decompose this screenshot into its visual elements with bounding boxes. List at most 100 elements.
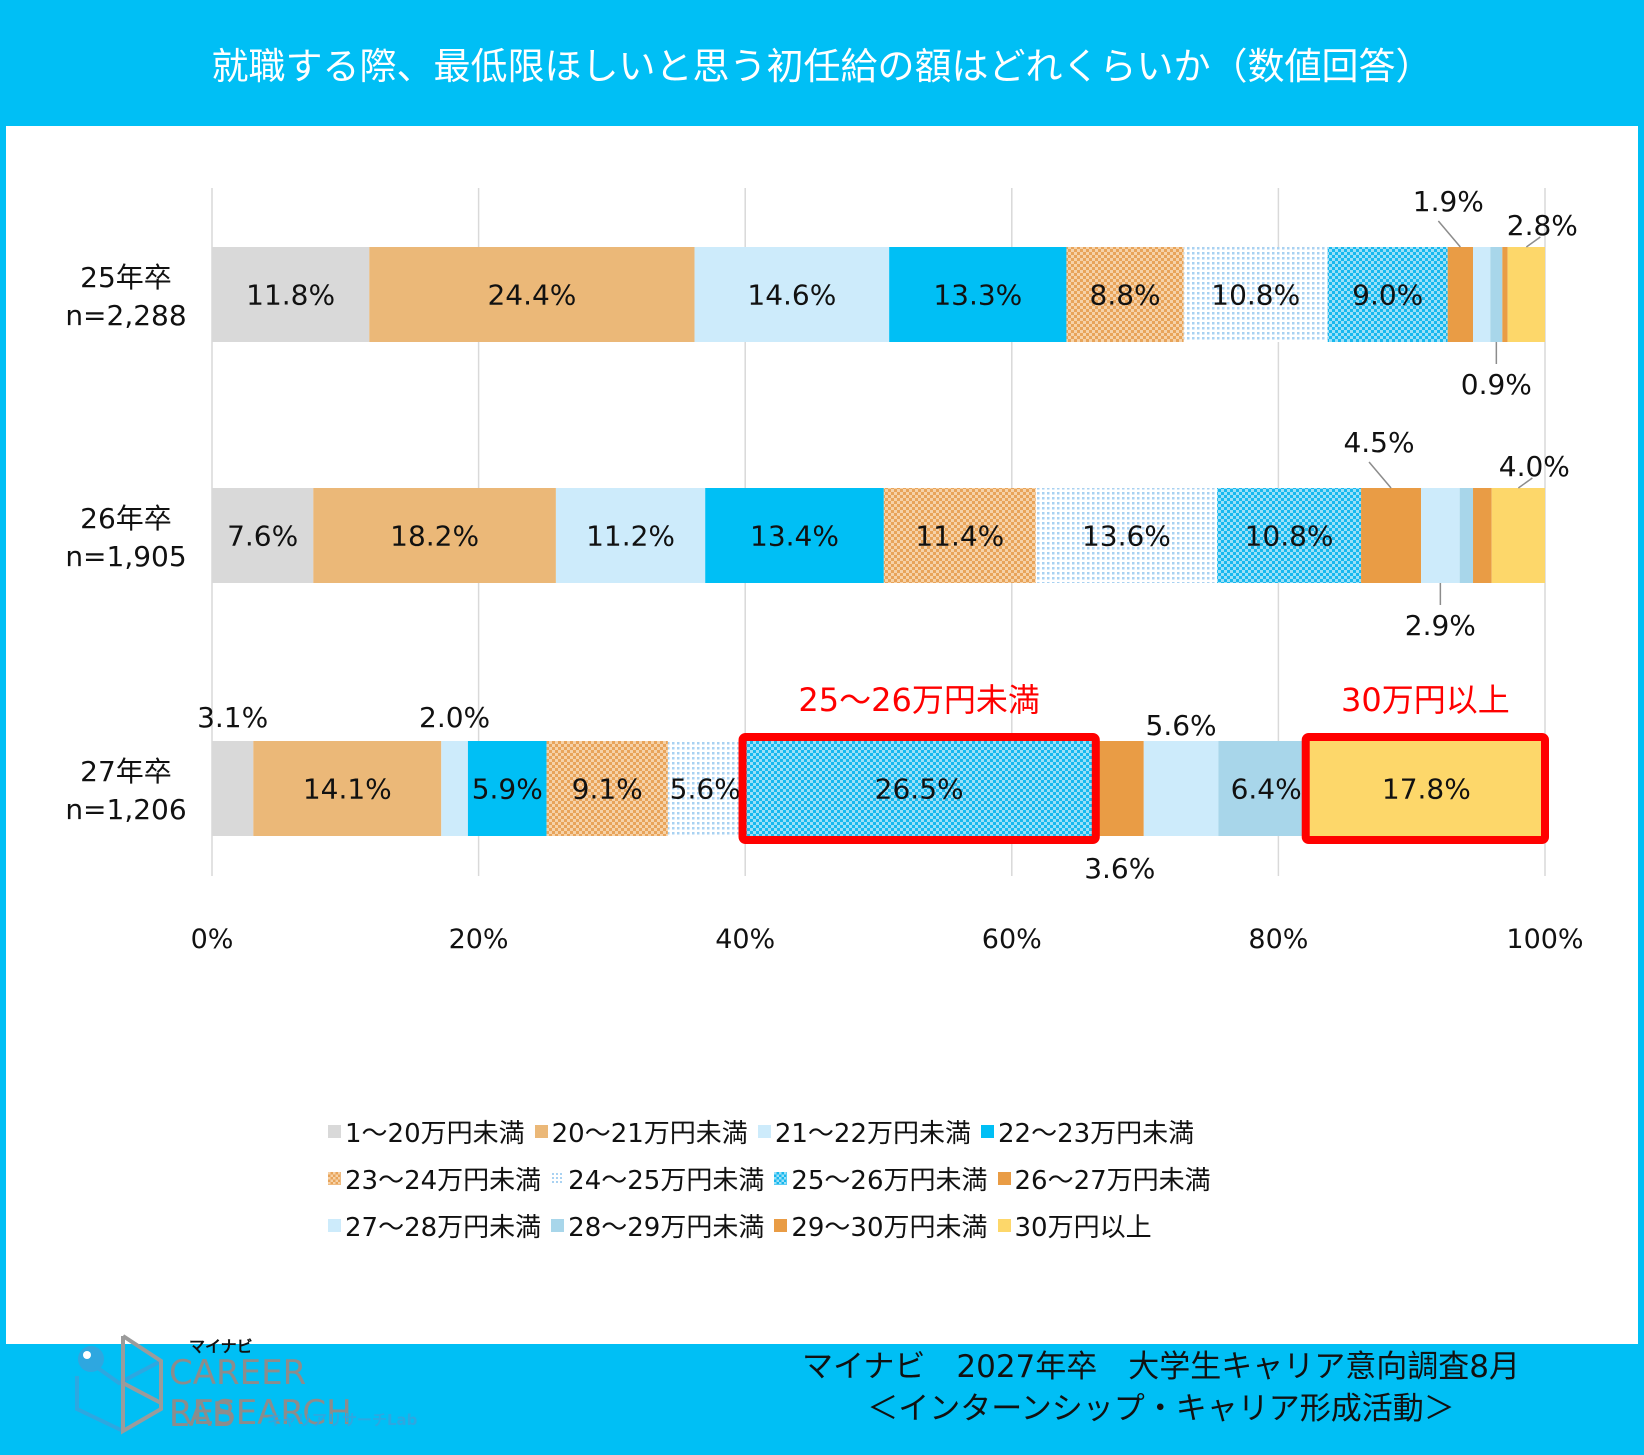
data-label: 13.6% <box>1082 520 1171 553</box>
bar-segment <box>212 488 314 583</box>
legend-swatch <box>774 1172 788 1185</box>
legend-label: 23～24万円未満 <box>345 1166 542 1196</box>
legend-swatch <box>997 1172 1011 1185</box>
data-label: 6.4% <box>1231 773 1302 806</box>
legend-item: 21～22万円未満 <box>757 1113 971 1150</box>
data-label: 24.4% <box>487 279 576 312</box>
bar-segment <box>313 488 556 583</box>
x-tick-label: 100% <box>1506 924 1583 955</box>
bar-segment <box>555 488 706 583</box>
legend-swatch <box>551 1172 565 1185</box>
category-label: 27年卒 <box>80 755 172 788</box>
bar-segment <box>212 247 370 342</box>
bar-segment <box>1307 741 1545 836</box>
legend-label: 22～23万円未満 <box>997 1119 1195 1149</box>
source-note: マイナビ 2027年卒 大学生キャリア意向調査8月 ＜インターンシップ・キャリア… <box>746 1346 1576 1430</box>
legend-item: 22～23万円未満 <box>980 1113 1195 1150</box>
data-label: 17.8% <box>1382 773 1471 806</box>
data-label: 3.1% <box>197 701 268 734</box>
bar-segment <box>1217 488 1362 583</box>
data-label: 2.8% <box>1507 209 1578 242</box>
leader-line <box>1525 236 1541 248</box>
data-label: 11.8% <box>246 279 335 312</box>
data-label: 7.6% <box>227 520 298 553</box>
data-label: 14.6% <box>747 279 836 312</box>
data-label: 5.6% <box>670 773 741 806</box>
data-label: 5.6% <box>1146 709 1217 742</box>
data-label: 9.1% <box>572 773 643 806</box>
bar-segment <box>1459 488 1474 583</box>
data-label: 2.9% <box>1405 609 1476 642</box>
source-line-1: マイナビ 2027年卒 大学生キャリア意向調査8月 <box>802 1349 1520 1385</box>
data-label: 14.1% <box>303 773 392 806</box>
legend-label: 30万円以上 <box>1014 1213 1152 1243</box>
bar-segment <box>667 741 743 836</box>
highlight-box <box>738 733 1100 844</box>
bar-segment <box>1421 488 1460 583</box>
bar-segment <box>1447 247 1474 342</box>
data-label: 18.2% <box>390 520 479 553</box>
chart-legend: 1～20万円未満 20～21万円未満 21～22万円未満 22～23万円未満 23～24… <box>328 1108 1378 1249</box>
legend-label: 1～20万円未満 <box>345 1119 525 1149</box>
leader-line <box>1437 220 1461 248</box>
data-label: 13.4% <box>750 520 839 553</box>
legend-label: 25～26万円未満 <box>791 1166 988 1196</box>
x-tick-label: 20% <box>449 924 509 955</box>
data-label: 2.0% <box>419 701 490 734</box>
legend-row: 1～20万円未満 20～21万円未満 21～22万円未満 22～23万円未満 <box>328 1108 1378 1155</box>
legend-label: 27～28万円未満 <box>345 1213 542 1243</box>
legend-item: 25～26万円未満 <box>774 1160 988 1197</box>
x-tick-label: 80% <box>1248 924 1308 955</box>
highlight-label: 25～26万円未満 <box>798 681 1039 719</box>
bar-segment <box>1473 247 1491 342</box>
legend-swatch <box>997 1219 1011 1232</box>
legend-swatch <box>328 1172 341 1185</box>
data-label: 4.5% <box>1343 426 1414 459</box>
data-label: 4.0% <box>1499 450 1570 483</box>
category-label: 25年卒 <box>80 261 172 294</box>
highlight-label: 30万円以上 <box>1341 681 1510 719</box>
bar-segment <box>742 741 1096 836</box>
legend-item: 26～27万円未満 <box>997 1160 1211 1197</box>
legend-label: 28～29万円未満 <box>568 1213 765 1243</box>
legend-item: 28～29万円未満 <box>551 1207 764 1244</box>
source-line-2: ＜インターンシップ・キャリア形成活動＞ <box>867 1391 1455 1427</box>
data-label: 11.2% <box>586 520 675 553</box>
chart-title: 就職する際、最低限ほしいと思う初任給の額はどれくらいか（数値回答） <box>211 45 1433 88</box>
leader-line <box>1517 477 1533 489</box>
x-tick-label: 0% <box>191 924 234 955</box>
logo-sub: キャリアリサーチLab <box>267 1411 418 1429</box>
bar-segment <box>1183 247 1328 342</box>
legend-swatch <box>980 1125 994 1138</box>
legend-label: 29～30万円未満 <box>791 1213 988 1243</box>
category-label: 26年卒 <box>80 502 172 535</box>
bar-segment <box>1490 247 1503 342</box>
data-label: 11.4% <box>915 520 1004 553</box>
legend-swatch <box>757 1125 771 1138</box>
stacked-bar-chart: 25年卒 n=2,288 11.8% 24.4% 14.6% 13.3% 8.8% 10.8%… <box>65 185 1583 955</box>
legend-item: 30万円以上 <box>997 1207 1152 1244</box>
data-label: 0.9% <box>1461 368 1532 401</box>
bar-segment <box>1361 488 1422 583</box>
legend-item: 24～25万円未満 <box>551 1160 764 1197</box>
legend-swatch <box>534 1125 548 1138</box>
leader-line <box>1368 461 1392 489</box>
data-label: 5.9% <box>472 773 543 806</box>
data-label: 10.8% <box>1245 520 1334 553</box>
legend-label: 24～25万円未満 <box>568 1166 765 1196</box>
bar-segment <box>212 741 254 836</box>
category-n-label: n=1,905 <box>65 540 186 573</box>
bar-segment <box>1502 247 1508 342</box>
legend-label: 21～22万円未満 <box>774 1119 971 1149</box>
bar-segment <box>1035 488 1218 583</box>
x-tick-label: 60% <box>982 924 1042 955</box>
bar-segment <box>1066 247 1184 342</box>
category-n-label: n=1,206 <box>65 793 186 826</box>
bar-segment <box>441 741 468 836</box>
bar-segment <box>889 247 1067 342</box>
bar-segment <box>1095 741 1144 836</box>
data-label: 13.3% <box>933 279 1022 312</box>
legend-swatch <box>774 1219 788 1232</box>
legend-swatch <box>328 1125 341 1138</box>
legend-label: 26～27万円未満 <box>1014 1166 1211 1196</box>
